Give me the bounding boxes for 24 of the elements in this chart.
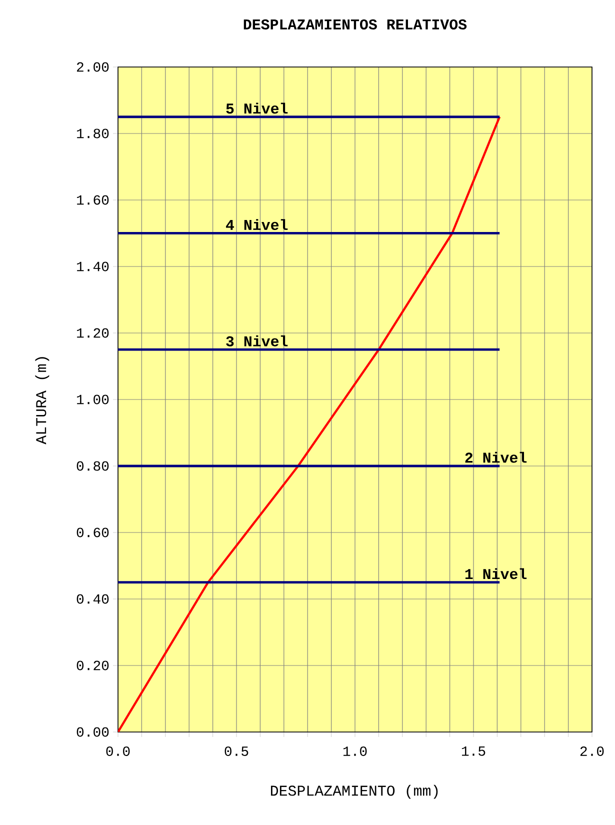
series-label: 3 Nivel (226, 335, 288, 346)
x-tick-label: 1.5 (462, 746, 486, 756)
x-tick-label: 1.0 (343, 746, 367, 756)
x-tick-label: 2.0 (580, 746, 604, 756)
series-label: 5 Nivel (226, 102, 288, 114)
y-tick-label: 2.00 (76, 62, 109, 72)
y-tick-label: 1.80 (77, 128, 109, 138)
y-tick-label: 0.80 (76, 461, 109, 471)
y-tick-label: 0.40 (76, 594, 109, 604)
y-tick-label: 1.40 (77, 262, 109, 272)
y-axis-title: ALTURA (m) (35, 357, 50, 444)
y-tick-label: 0.60 (76, 528, 109, 538)
x-tick-label: 0.0 (106, 746, 130, 756)
y-tick-label: 0.20 (76, 660, 109, 670)
y-tick-label: 1.60 (77, 195, 109, 205)
x-tick-label: 0.5 (224, 746, 248, 756)
x-axis-title: DESPLAZAMIENTO (mm) (270, 784, 438, 799)
series-label: 1 Nivel (465, 568, 527, 580)
y-tick-label: 1.20 (77, 328, 109, 338)
y-tick-label: 0.00 (76, 727, 109, 737)
series-label: 4 Nivel (226, 219, 288, 230)
chart-title: DESPLAZAMIENTOS RELATIVOS (244, 19, 467, 30)
y-tick-label: 1.00 (77, 394, 109, 404)
series-label: 2 Nivel (465, 452, 527, 463)
